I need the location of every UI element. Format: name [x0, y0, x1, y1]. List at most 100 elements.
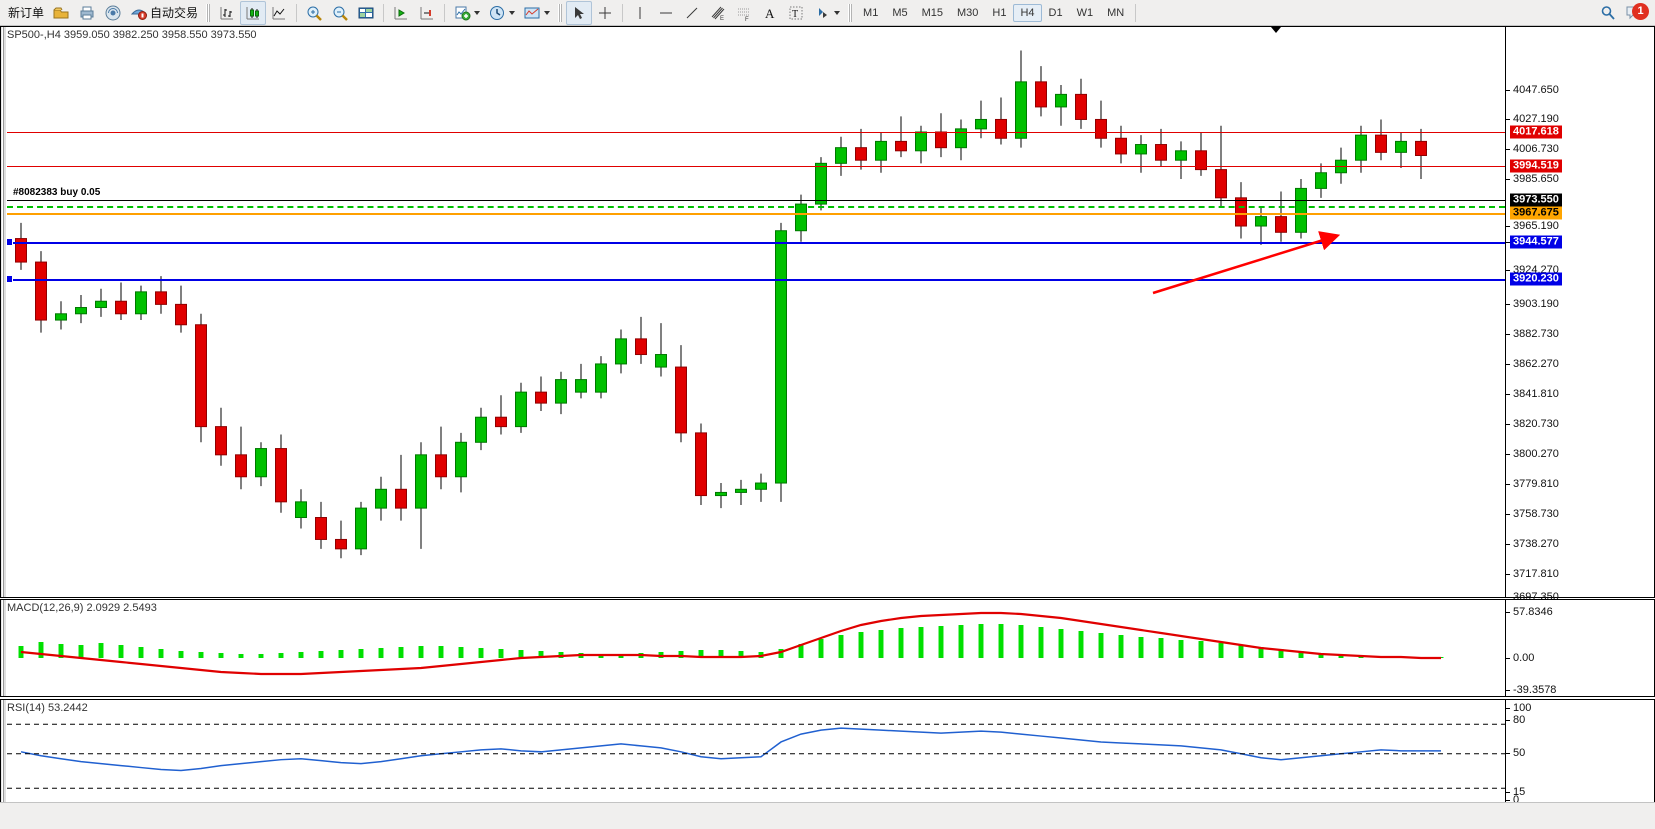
price-tick: 3841.810 [1506, 388, 1559, 400]
price-tick: 4027.190 [1506, 113, 1559, 125]
macd-axis[interactable]: 57.8346 0.00 -39.3578 [1505, 600, 1654, 696]
level-line-3944577[interactable] [7, 242, 1505, 244]
price-tag[interactable]: 3967.675 [1510, 206, 1562, 220]
alerts-icon[interactable]: 1 [1625, 2, 1649, 22]
level-line-3920230[interactable] [7, 279, 1505, 281]
price-tick: 3903.190 [1506, 298, 1559, 310]
folder-icon[interactable] [48, 1, 74, 25]
price-tick: 3758.730 [1506, 508, 1559, 520]
main-toolbar: 新订单 自动交易 [0, 0, 1655, 26]
price-tick: 3965.190 [1506, 220, 1559, 232]
toolbar-sep-3 [444, 3, 446, 22]
crosshair-icon[interactable] [592, 1, 618, 25]
label-icon[interactable]: T [783, 1, 809, 25]
chart-header-label: SP500-,H4 3959.050 3982.250 3958.550 397… [7, 29, 257, 41]
chart-area: SP500-,H4 3959.050 3982.250 3958.550 397… [0, 26, 1655, 828]
level-line-4017618[interactable] [7, 132, 1505, 133]
rsi-tick: 100 [1506, 702, 1531, 714]
tab-timeframe-w1[interactable]: W1 [1076, 6, 1094, 19]
rsi-label: RSI(14) 53.2442 [7, 702, 88, 714]
rsi-plot[interactable] [7, 700, 1505, 805]
toolbar-sep-2 [383, 3, 385, 22]
fibonacci-icon[interactable]: F [731, 1, 757, 25]
periods-icon[interactable] [484, 1, 519, 25]
macd-scroll-grip[interactable] [1, 600, 6, 696]
chart-scroll-grip[interactable] [1, 27, 6, 597]
periods-caret-icon[interactable] [509, 10, 516, 15]
tab-timeframe-mn[interactable]: MN [1107, 6, 1125, 19]
candlestick-icon[interactable] [240, 0, 267, 25]
price-tick: 3779.810 [1506, 478, 1559, 490]
zoom-in-icon[interactable] [301, 1, 327, 25]
price-tag[interactable]: 3973.550 [1510, 193, 1562, 207]
level-line-3994519[interactable] [7, 166, 1505, 167]
price-tick: 3985.650 [1506, 173, 1559, 185]
line-chart-icon[interactable] [266, 1, 292, 25]
print-preview-icon[interactable] [74, 1, 100, 25]
data-window-icon[interactable] [353, 1, 379, 25]
templates-caret-icon[interactable] [544, 10, 551, 15]
svg-text:T: T [792, 9, 798, 20]
level-anchor-3944577-left[interactable] [7, 238, 13, 246]
cursor-icon[interactable] [566, 0, 593, 25]
signals-icon[interactable] [100, 1, 126, 25]
svg-text:E: E [720, 16, 724, 22]
new-order-button[interactable]: 新订单 [2, 1, 48, 25]
objects-icon[interactable] [809, 1, 844, 25]
equidistant-channel-icon[interactable]: E [705, 1, 731, 25]
macd-plot[interactable] [7, 600, 1505, 696]
auto-trading-label: 自动交易 [150, 6, 199, 20]
price-tag[interactable]: 3920.230 [1510, 272, 1562, 286]
price-tick: 3800.270 [1506, 448, 1559, 460]
auto-scroll-icon[interactable] [388, 1, 414, 25]
order-label: #8082383 buy 0.05 [13, 187, 101, 198]
objects-caret-icon[interactable] [834, 10, 841, 15]
price-tick: 3862.270 [1506, 358, 1559, 370]
tab-timeframe-d1[interactable]: D1 [1048, 6, 1063, 19]
indicators-caret-icon[interactable] [474, 10, 481, 15]
tab-timeframe-m15[interactable]: M15 [921, 6, 943, 19]
toolbar-sep-5 [1135, 3, 1137, 22]
tab-timeframe-m30[interactable]: M30 [957, 6, 979, 19]
macd-label: MACD(12,26,9) 2.0929 2.5493 [7, 602, 157, 614]
trendline-icon[interactable] [679, 1, 705, 25]
toolbar-grip-1[interactable] [206, 3, 211, 22]
level-anchor-3920230-left[interactable] [7, 275, 13, 283]
templates-icon[interactable] [519, 1, 554, 25]
macd-tick: -39.3578 [1506, 684, 1556, 696]
macd-tick: 0.00 [1506, 652, 1534, 664]
hline-icon[interactable] [653, 1, 679, 25]
new-order-label: 新订单 [8, 6, 45, 20]
macd-panel[interactable]: MACD(12,26,9) 2.0929 2.5493 57.8346 0.00 -… [0, 599, 1655, 697]
price-tick: 3882.730 [1506, 328, 1559, 340]
text-icon[interactable]: A [757, 1, 783, 25]
level-line-order-open[interactable] [7, 213, 1505, 215]
rsi-axis[interactable]: 100 80 50 15 0 [1505, 700, 1654, 806]
vline-icon[interactable] [627, 1, 653, 25]
price-tag[interactable]: 4017.618 [1510, 125, 1562, 139]
rsi-panel[interactable]: RSI(14) 53.2442 100 80 50 15 0 [0, 699, 1655, 806]
toolbar-grip-2[interactable] [558, 3, 563, 22]
rsi-scroll-grip[interactable] [1, 700, 6, 805]
level-line-take-profit[interactable] [7, 206, 1505, 208]
auto-trading-button[interactable]: 自动交易 [126, 1, 202, 25]
price-tick: 4006.730 [1506, 143, 1559, 155]
toolbar-grip-3[interactable] [848, 3, 853, 22]
price-axis[interactable]: 4047.650 4027.190 4006.730 3985.650 3965.190… [1505, 27, 1654, 603]
toolbar-sep-4 [622, 3, 624, 22]
zoom-out-icon[interactable] [327, 1, 353, 25]
macd-tick: 57.8346 [1506, 606, 1553, 618]
tab-timeframe-h1[interactable]: H1 [992, 6, 1007, 19]
tab-timeframe-m5[interactable]: M5 [892, 6, 908, 19]
price-tag[interactable]: 3994.519 [1510, 159, 1562, 173]
tab-timeframe-h4[interactable]: H4 [1013, 3, 1042, 22]
tab-timeframe-m1[interactable]: M1 [863, 6, 879, 19]
chart-shift-icon[interactable] [414, 1, 440, 25]
price-plot[interactable]: #8082383 buy 0.05 [7, 27, 1505, 597]
bar-chart-icon[interactable] [214, 1, 240, 25]
svg-text:F: F [745, 17, 749, 22]
price-tag[interactable]: 3944.577 [1510, 235, 1562, 249]
search-icon[interactable] [1599, 4, 1617, 22]
price-panel[interactable]: SP500-,H4 3959.050 3982.250 3958.550 397… [0, 26, 1655, 603]
indicators-icon[interactable] [449, 1, 484, 25]
